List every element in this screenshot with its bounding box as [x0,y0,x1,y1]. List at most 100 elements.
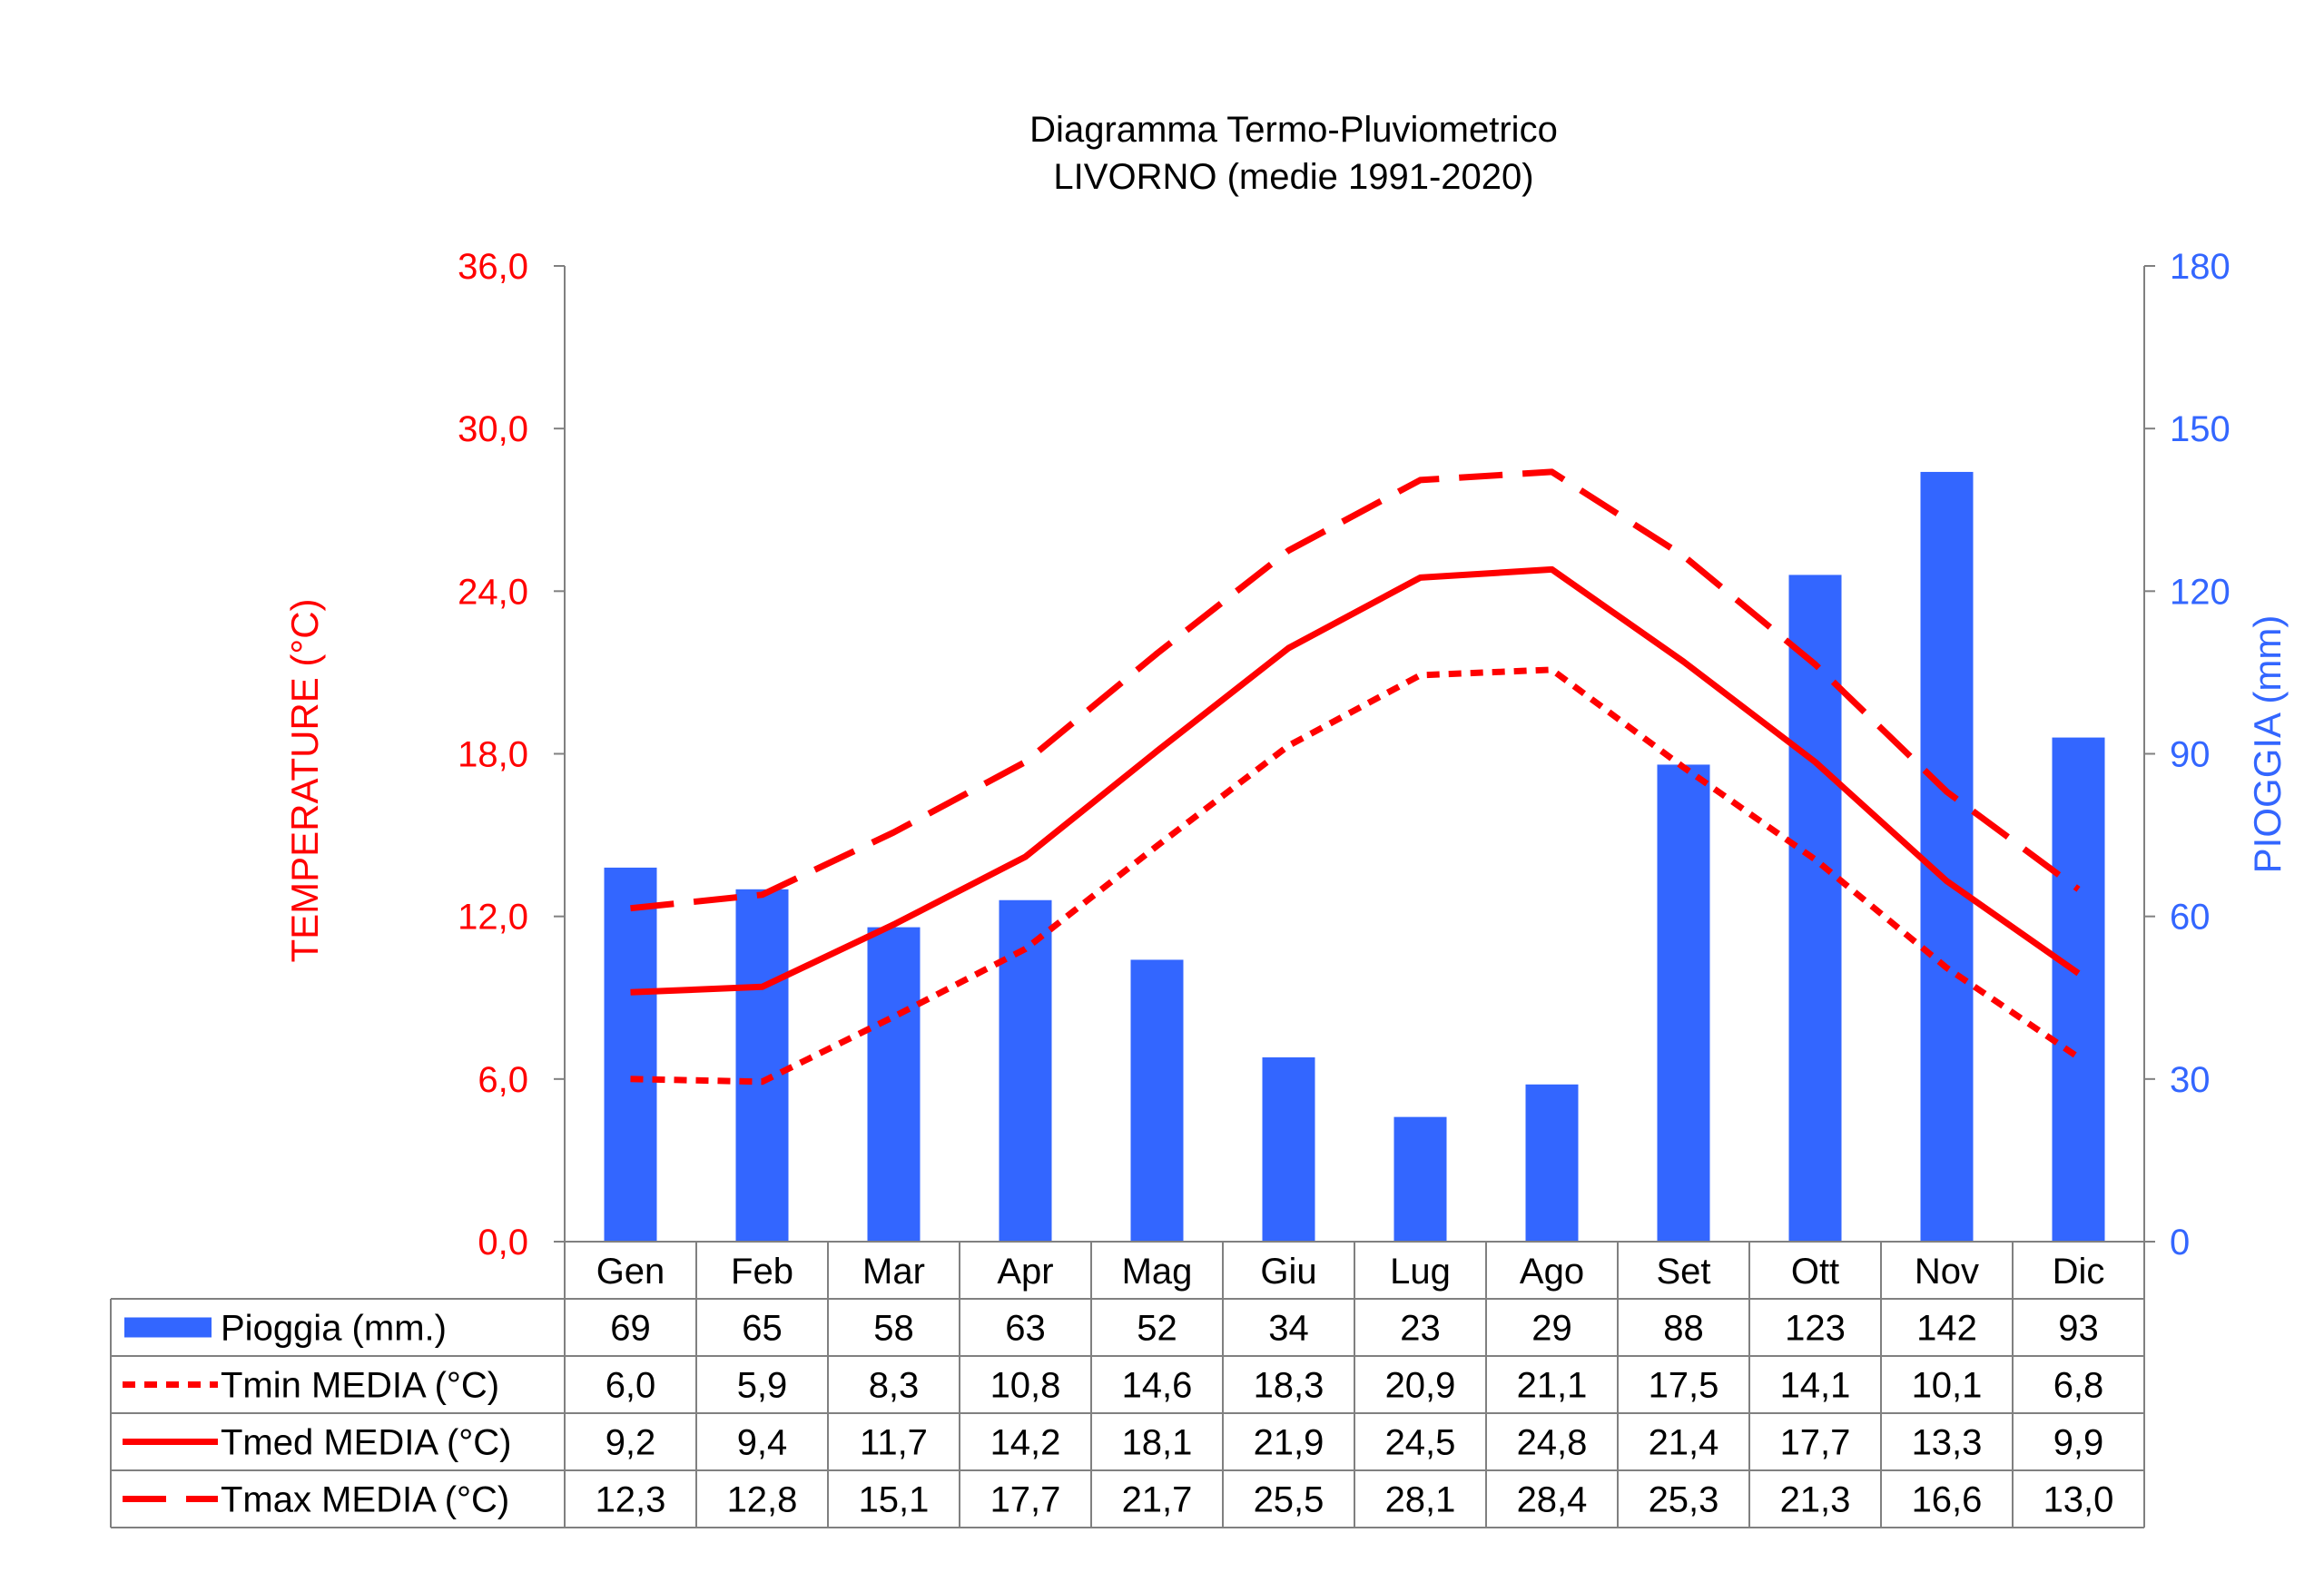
category-label: Ott [1791,1252,1839,1292]
table-cell: 65 [742,1309,783,1349]
category-label: Giu [1260,1252,1316,1292]
table-cell: 52 [1137,1309,1177,1349]
legend-label: Tmin MEDIA (°C) [221,1366,499,1406]
table-cell: 15,1 [859,1480,930,1520]
table-cell: 21,9 [1254,1423,1324,1463]
rain-bar-apr [999,899,1052,1242]
category-label: Nov [1915,1252,1979,1292]
data-table: Gen Feb Mar Apr Mag Giu Lug Ago Set Ott Nov Dic Piog… [110,1242,2145,1528]
table-cell: 69 [610,1309,651,1349]
right-tick-label: 120 [2170,572,2230,612]
left-tick-label: 12,0 [458,898,528,938]
table-cell: 14,6 [1122,1366,1193,1406]
rain-bar-nov [1920,471,1974,1242]
legend-label: Pioggia (mm.) [221,1309,447,1349]
left-tick-label: 24,0 [458,572,528,612]
table-cell: 5,9 [737,1366,788,1406]
rain-bar-lug [1393,1116,1447,1242]
table-cell: 10,8 [990,1366,1061,1406]
table-cell: 28,1 [1385,1480,1456,1520]
legend-label: Tmed MEDIA (°C) [221,1423,511,1463]
table-cell: 20,9 [1385,1366,1456,1406]
table-cell: 25,3 [1649,1480,1719,1520]
rain-bar-mag [1130,959,1184,1242]
rain-bars [604,471,2105,1242]
rain-bar-dic [2052,737,2105,1242]
left-tick-label: 6,0 [478,1060,528,1100]
table-cell: 8,3 [869,1366,920,1406]
table-cell: 6,8 [2053,1366,2104,1406]
temperature-lines [630,468,2081,1086]
table-cell: 12,3 [596,1480,666,1520]
right-tick-label: 60 [2170,898,2211,938]
right-axis-title: PIOGGIA (mm) [2246,615,2289,874]
category-label: Mag [1122,1252,1193,1292]
left-tick-label: 36,0 [458,247,528,287]
table-cell: 24,5 [1385,1423,1456,1463]
table-cell: 123 [1785,1309,1846,1349]
legend-key-pioggia [124,1317,212,1338]
right-tick-label: 150 [2170,409,2230,449]
table-cell: 12,8 [727,1480,798,1520]
table-cell: 9,9 [2053,1423,2104,1463]
table-cell: 17,7 [990,1480,1061,1520]
table-cell: 142 [1916,1309,1977,1349]
category-label: Set [1656,1252,1710,1292]
table-cell: 29 [1531,1309,1572,1349]
rain-bar-giu [1262,1056,1315,1242]
table-cell: 6,0 [606,1366,656,1406]
table-cell: 10,1 [1912,1366,1983,1406]
table-cell: 18,3 [1254,1366,1324,1406]
category-label: Mar [862,1252,925,1292]
line-tmax [630,468,2081,912]
table-cell: 17,5 [1649,1366,1719,1406]
category-label: Feb [731,1252,793,1292]
category-label: Apr [997,1252,1053,1292]
table-cell: 21,7 [1122,1480,1193,1520]
table-cell: 17,7 [1780,1423,1851,1463]
rain-bar-mar [867,927,921,1242]
table-cell: 21,3 [1780,1480,1851,1520]
table-cell: 21,1 [1517,1366,1588,1406]
legend-label: Tmax MEDIA (°C) [221,1480,509,1520]
table-cell: 13,3 [1912,1423,1983,1463]
table-cell: 34 [1268,1309,1309,1349]
rain-bar-ott [1788,575,1842,1242]
right-tick-label: 30 [2170,1060,2211,1100]
left-tick-label: 18,0 [458,735,528,775]
table-cell: 93 [2058,1309,2099,1349]
table-cell: 28,4 [1517,1480,1588,1520]
table-cell: 9,2 [606,1423,656,1463]
category-label: Gen [596,1252,665,1292]
table-cell: 21,4 [1649,1423,1719,1463]
rain-bar-gen [604,867,657,1242]
chart-subtitle: LIVORNO (medie 1991-2020) [1053,157,1533,197]
rain-bar-ago [1525,1084,1579,1242]
table-cell: 14,2 [990,1423,1061,1463]
chart-title: Diagramma Termo-Pluviometrico [1029,110,1558,150]
table-cell: 58 [873,1309,914,1349]
category-label: Ago [1520,1252,1584,1292]
left-tick-label: 30,0 [458,409,528,449]
left-axis-title: TEMPERATURE (°C) [283,598,326,962]
table-cell: 14,1 [1780,1366,1851,1406]
right-tick-label: 90 [2170,735,2211,775]
rain-bar-feb [735,889,789,1242]
table-cell: 88 [1663,1309,1704,1349]
table-cell: 9,4 [737,1423,788,1463]
table-cell: 13,0 [2043,1480,2114,1520]
table-cell: 23 [1400,1309,1441,1349]
line-tmin [630,666,2081,1086]
category-label: Lug [1390,1252,1451,1292]
category-label: Dic [2053,1252,2105,1292]
table-cell: 11,7 [860,1423,928,1463]
right-tick-label: 0 [2170,1223,2190,1263]
table-cell: 24,8 [1517,1423,1588,1463]
rain-bar-set [1657,764,1710,1242]
left-tick-label: 0,0 [478,1223,528,1263]
table-cell: 16,6 [1912,1480,1983,1520]
table-cell: 63 [1005,1309,1046,1349]
table-cell: 25,5 [1254,1480,1324,1520]
table-cell: 18,1 [1122,1423,1193,1463]
